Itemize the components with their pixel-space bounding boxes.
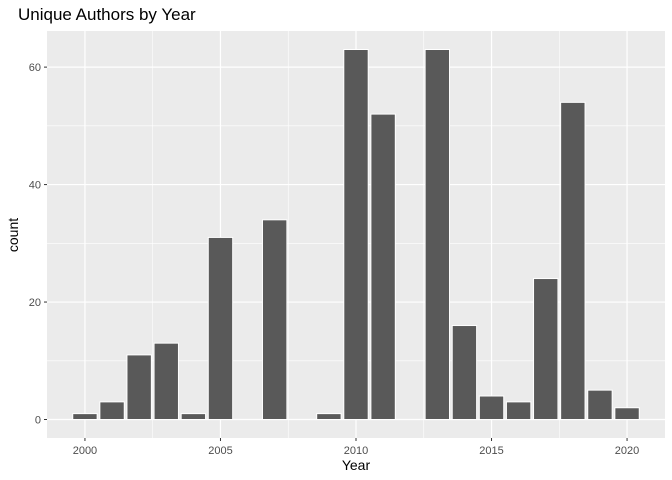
bar-2013 (424, 49, 451, 420)
y-axis-ticks: 0 20 40 60 (29, 62, 47, 427)
bar-2014 (451, 325, 478, 420)
x-tick-label: 2015 (479, 445, 503, 457)
chart-title: Unique Authors by Year (18, 5, 196, 24)
bars (72, 49, 640, 420)
bar-2002 (126, 354, 152, 420)
bar-2007 (261, 219, 288, 420)
x-tick-label: 2010 (344, 445, 368, 457)
bar-2019 (587, 389, 613, 420)
bar-2017 (533, 278, 559, 420)
bar-2016 (505, 401, 532, 420)
x-tick-label: 2000 (73, 445, 97, 457)
bar-2010 (343, 49, 369, 420)
bar-2009 (316, 413, 342, 420)
y-axis-title: count (5, 218, 21, 252)
bar-2020 (614, 407, 640, 420)
bar-2018 (560, 101, 586, 420)
y-tick-label: 20 (29, 297, 41, 309)
x-tick-label: 2020 (615, 445, 639, 457)
y-tick-label: 40 (29, 180, 41, 192)
bar-2005 (207, 236, 234, 420)
y-tick-label: 0 (35, 415, 41, 427)
bar-2000 (72, 413, 98, 420)
bar-2004 (180, 413, 207, 420)
x-axis-ticks: 2000 2005 2010 2015 2020 (73, 438, 639, 457)
x-axis-title: Year (342, 457, 371, 473)
bar-2011 (370, 113, 396, 420)
bar-2001 (99, 401, 125, 420)
y-tick-label: 60 (29, 62, 41, 74)
x-tick-label: 2005 (208, 445, 232, 457)
bar-2015 (478, 395, 505, 420)
bar-2003 (153, 342, 179, 420)
